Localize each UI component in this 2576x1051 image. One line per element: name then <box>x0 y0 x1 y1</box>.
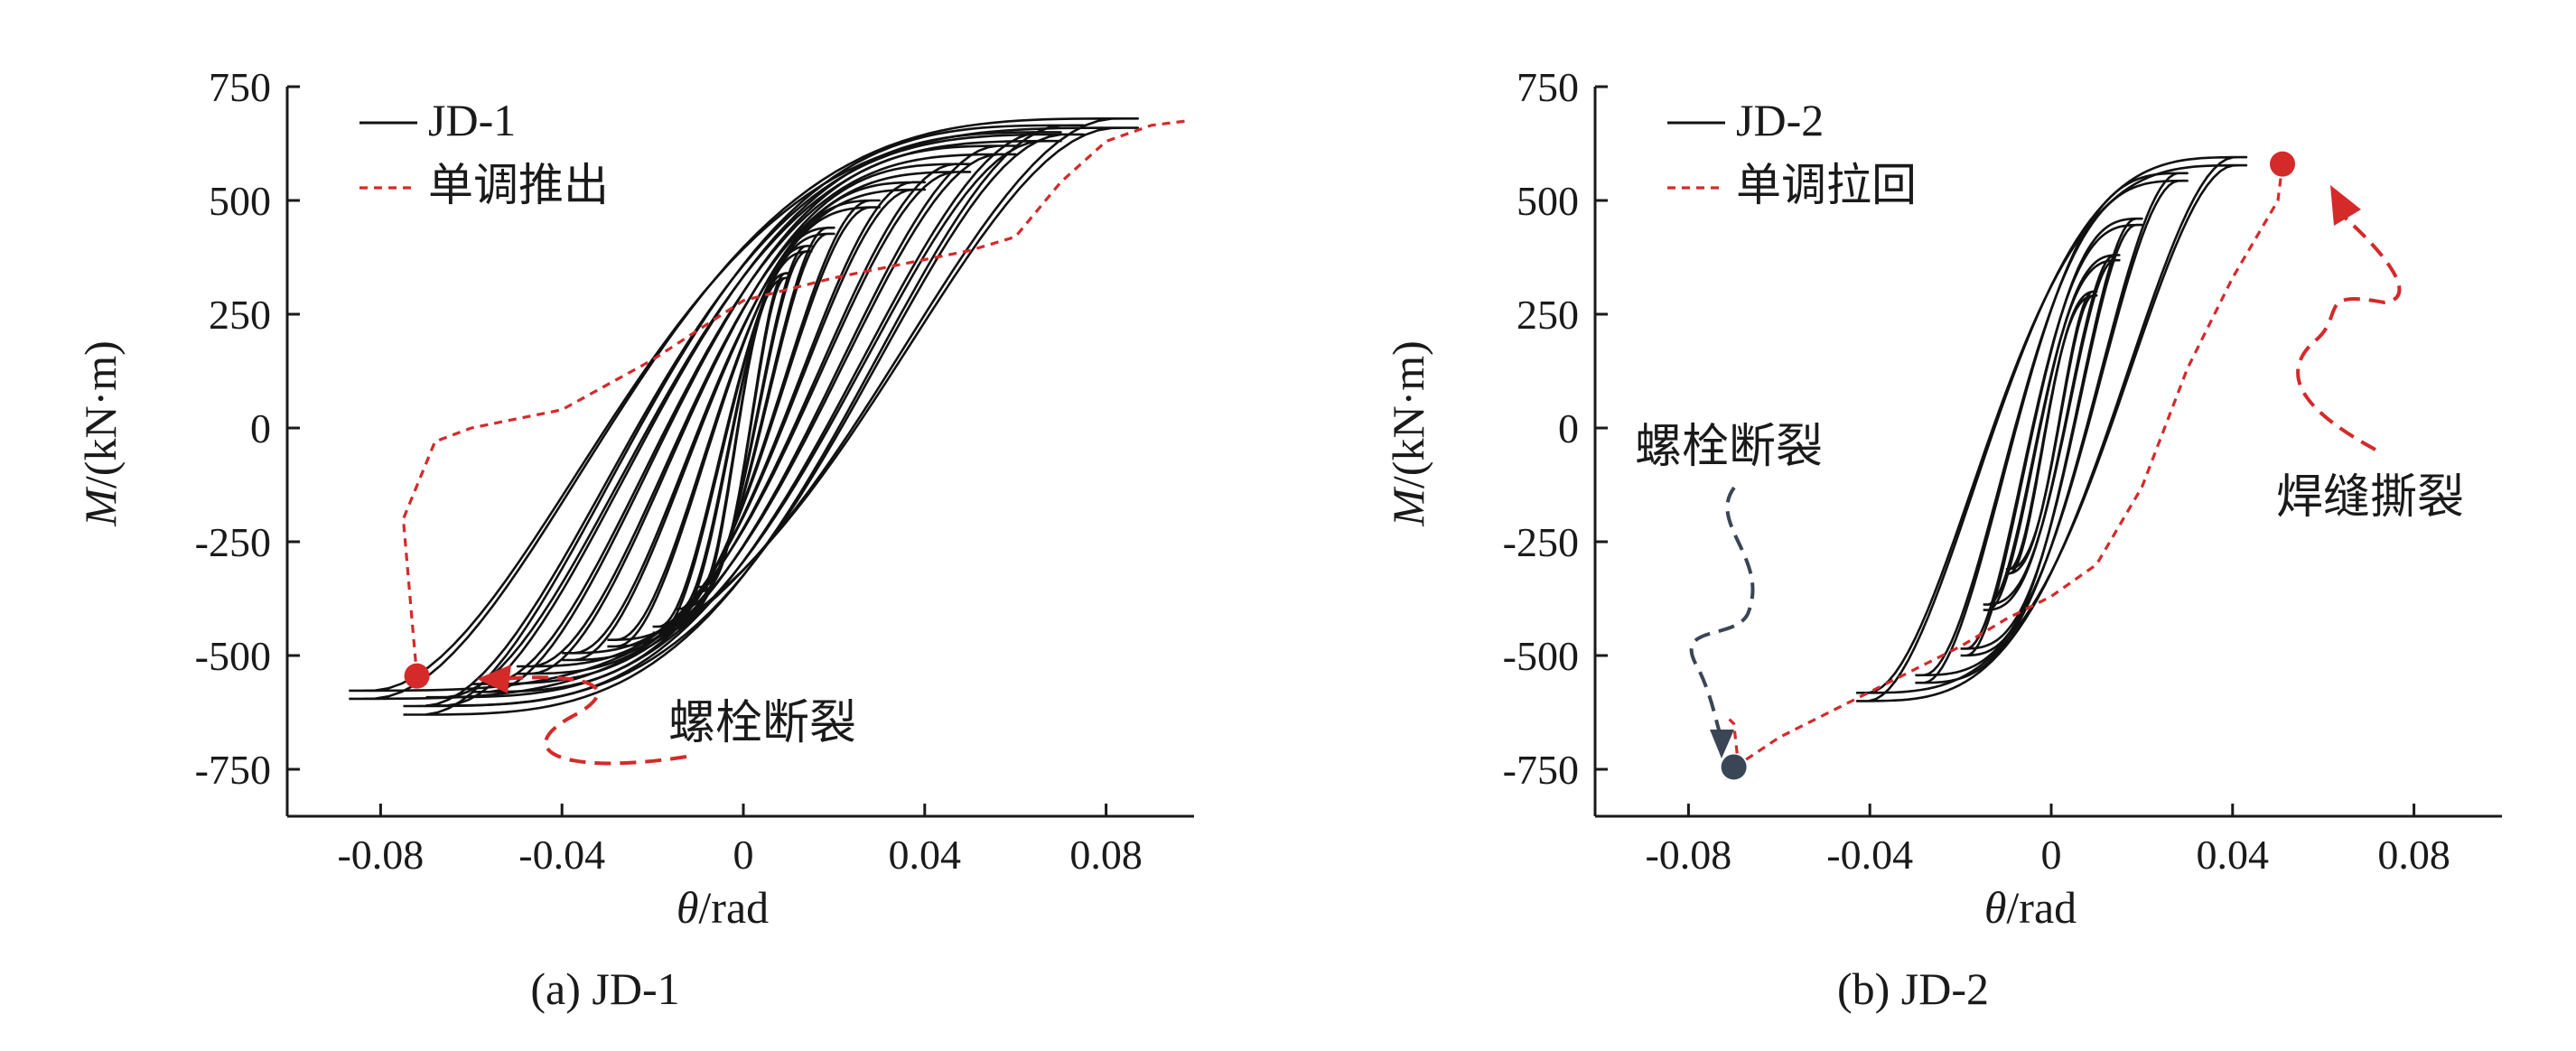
panel-caption: (a) JD-1 <box>530 963 679 1014</box>
annotation-bolt-fracture: 螺栓断裂 <box>1635 420 1823 474</box>
y-axis-unit: /(kN·m) <box>1383 340 1433 488</box>
x-tick-label: -0.04 <box>518 832 605 878</box>
weld-tear-marker <box>2270 151 2296 177</box>
hysteresis-loop <box>607 199 881 648</box>
hysteresis-loop <box>2005 294 2098 571</box>
x-tick-label: -0.04 <box>1826 832 1913 878</box>
x-tick-label: -0.08 <box>337 832 424 878</box>
hysteresis-loop <box>1856 163 2248 694</box>
hysteresis-loop <box>471 144 1017 693</box>
x-axis-symbol: θ <box>677 882 699 933</box>
x-tick-label: 0 <box>733 832 754 878</box>
x-axis-unit: /rad <box>2006 882 2077 933</box>
x-tick-label: 0.04 <box>2197 832 2270 878</box>
hysteresis-loop <box>425 131 1062 707</box>
hysteresis-loop <box>652 232 835 628</box>
y-tick-label: -500 <box>1503 633 1579 679</box>
legend-label-specimen: JD-1 <box>428 95 516 145</box>
hysteresis-loop <box>1856 155 2248 702</box>
x-tick-label: 0 <box>2041 832 2062 878</box>
hysteresis-loop <box>517 171 972 668</box>
x-tick-label: 0.08 <box>1069 832 1143 878</box>
hysteresis-loop <box>403 124 1085 716</box>
annotation-weld-tear: 焊缝撕裂 <box>2276 470 2464 525</box>
y-tick-label: -500 <box>195 633 271 679</box>
annotation-bolt-fracture: 螺栓断裂 <box>668 696 856 750</box>
legend-label-monotonic: 单调拉回 <box>1736 159 1917 211</box>
x-tick-label: -0.08 <box>1645 832 1731 878</box>
y-tick-label: -750 <box>195 747 271 793</box>
annotation-arrowhead-bolt <box>1710 730 1734 758</box>
hysteresis-loop <box>349 126 1139 693</box>
hysteresis-loop <box>349 117 1139 701</box>
annotation-arrowhead-weld <box>2330 185 2361 226</box>
hysteresis-loop <box>1915 172 2189 684</box>
y-axis-title: M/(kN·m) <box>1383 340 1433 527</box>
y-tick-label: 0 <box>1558 405 1579 451</box>
annotation-arrow-weld <box>2296 215 2402 451</box>
annotation-arrow <box>500 675 687 766</box>
x-tick-label: 0.04 <box>889 832 962 878</box>
chart-panel-b: 750 500 250 0 -250 -500 -750 -0.08 -0.04 0 0.04 0.0… <box>1383 64 2502 1014</box>
y-axis-symbol: M <box>75 487 126 527</box>
hysteresis-loop <box>1960 223 2143 650</box>
y-tick-label: 0 <box>250 405 271 451</box>
x-axis-unit: /rad <box>698 882 769 933</box>
x-axis-title: θ/rad <box>677 882 769 933</box>
y-tick-label: 500 <box>209 178 271 224</box>
x-tick-label: 0.08 <box>2377 832 2450 878</box>
legend-label-specimen: JD-2 <box>1736 95 1824 145</box>
annotation-arrow-bolt <box>1689 486 1755 737</box>
hysteresis-loop <box>517 163 972 675</box>
y-axis-symbol: M <box>1383 487 1433 527</box>
chart-panel-a: 750 500 250 0 -250 -500 -750 -0.08 -0.04 0 0.04 0.0… <box>75 64 1194 1014</box>
y-tick-label: 750 <box>209 64 271 110</box>
fracture-marker <box>404 663 430 689</box>
legend-label-monotonic: 单调推出 <box>428 159 609 211</box>
hysteresis-loop <box>425 139 1062 699</box>
hysteresis-loop <box>562 181 927 662</box>
y-tick-label: 500 <box>1517 178 1579 224</box>
monotonic-curve <box>1728 163 2284 767</box>
y-tick-label: 250 <box>1517 292 1579 338</box>
y-axis-title: M/(kN·m) <box>75 340 126 527</box>
x-axis-title: θ/rad <box>1984 882 2077 933</box>
y-tick-label: -250 <box>195 519 271 565</box>
y-tick-label: -750 <box>1503 747 1579 793</box>
annotation-arrowhead <box>477 665 511 693</box>
x-axis-symbol: θ <box>1984 882 2007 933</box>
y-tick-label: 250 <box>209 292 271 338</box>
hysteresis-loop <box>1915 179 2189 677</box>
panel-caption: (b) JD-2 <box>1837 963 1989 1014</box>
y-tick-label: 750 <box>1517 64 1579 110</box>
hysteresis-loop <box>1983 258 2121 606</box>
y-axis-unit: /(kN·m) <box>75 340 126 488</box>
bolt-fracture-marker <box>1721 754 1747 780</box>
y-tick-label: -250 <box>1503 519 1579 565</box>
hysteresis-loop <box>403 133 1085 708</box>
